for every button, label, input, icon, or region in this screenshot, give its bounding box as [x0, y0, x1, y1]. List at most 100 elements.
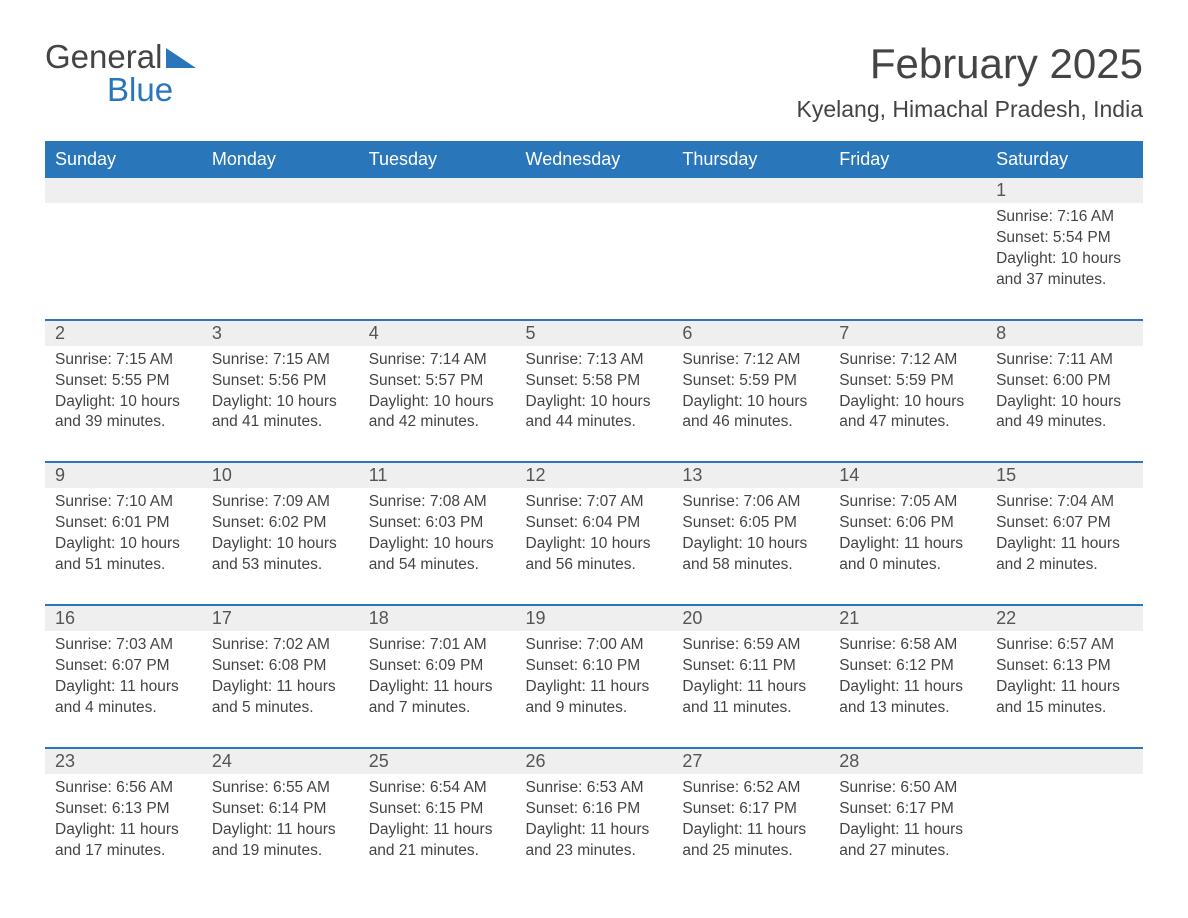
- sunset-text: Sunset: 6:01 PM: [55, 513, 192, 534]
- day-number-cell: [45, 177, 202, 203]
- daylight-text: Daylight: 11 hours and 23 minutes.: [526, 820, 663, 862]
- day-number-cell: 17: [202, 605, 359, 631]
- day-details-cell: Sunrise: 6:57 AMSunset: 6:13 PMDaylight:…: [986, 631, 1143, 748]
- day-number-cell: 27: [672, 748, 829, 774]
- page-title: February 2025: [797, 40, 1143, 88]
- sunset-text: Sunset: 6:03 PM: [369, 513, 506, 534]
- day-details-cell: Sunrise: 7:04 AMSunset: 6:07 PMDaylight:…: [986, 488, 1143, 605]
- sunset-text: Sunset: 5:59 PM: [682, 371, 819, 392]
- sunrise-text: Sunrise: 7:11 AM: [996, 350, 1133, 371]
- day-number-cell: [359, 177, 516, 203]
- day-number-cell: 26: [516, 748, 673, 774]
- day-details-cell: Sunrise: 7:11 AMSunset: 6:00 PMDaylight:…: [986, 346, 1143, 463]
- daylight-text: Daylight: 11 hours and 19 minutes.: [212, 820, 349, 862]
- day-number-cell: 4: [359, 320, 516, 346]
- sunrise-text: Sunrise: 7:12 AM: [682, 350, 819, 371]
- daylight-text: Daylight: 10 hours and 49 minutes.: [996, 392, 1133, 434]
- day-number-cell: [202, 177, 359, 203]
- details-row: Sunrise: 7:10 AMSunset: 6:01 PMDaylight:…: [45, 488, 1143, 605]
- sunset-text: Sunset: 5:58 PM: [526, 371, 663, 392]
- day-number-cell: 15: [986, 462, 1143, 488]
- sunset-text: Sunset: 6:04 PM: [526, 513, 663, 534]
- day-number-cell: 20: [672, 605, 829, 631]
- sunset-text: Sunset: 5:56 PM: [212, 371, 349, 392]
- sunset-text: Sunset: 6:12 PM: [839, 656, 976, 677]
- weekday-header: Friday: [829, 142, 986, 177]
- day-number-cell: 23: [45, 748, 202, 774]
- sunrise-text: Sunrise: 7:09 AM: [212, 492, 349, 513]
- day-details-cell: Sunrise: 6:59 AMSunset: 6:11 PMDaylight:…: [672, 631, 829, 748]
- daylight-text: Daylight: 11 hours and 17 minutes.: [55, 820, 192, 862]
- calendar-table: Sunday Monday Tuesday Wednesday Thursday…: [45, 141, 1143, 889]
- day-number-cell: 5: [516, 320, 673, 346]
- sunrise-text: Sunrise: 7:16 AM: [996, 207, 1133, 228]
- weekday-header: Thursday: [672, 142, 829, 177]
- day-details-cell: Sunrise: 7:00 AMSunset: 6:10 PMDaylight:…: [516, 631, 673, 748]
- day-details-cell: Sunrise: 7:03 AMSunset: 6:07 PMDaylight:…: [45, 631, 202, 748]
- day-number-cell: 3: [202, 320, 359, 346]
- daylight-text: Daylight: 10 hours and 51 minutes.: [55, 534, 192, 576]
- weekday-header: Monday: [202, 142, 359, 177]
- daylight-text: Daylight: 10 hours and 39 minutes.: [55, 392, 192, 434]
- sunset-text: Sunset: 6:08 PM: [212, 656, 349, 677]
- daylight-text: Daylight: 11 hours and 0 minutes.: [839, 534, 976, 576]
- daylight-text: Daylight: 10 hours and 46 minutes.: [682, 392, 819, 434]
- daylight-text: Daylight: 11 hours and 7 minutes.: [369, 677, 506, 719]
- weekday-header-row: Sunday Monday Tuesday Wednesday Thursday…: [45, 142, 1143, 177]
- sunset-text: Sunset: 6:17 PM: [682, 799, 819, 820]
- day-details-cell: Sunrise: 7:05 AMSunset: 6:06 PMDaylight:…: [829, 488, 986, 605]
- day-number-cell: 25: [359, 748, 516, 774]
- day-details-cell: [672, 203, 829, 320]
- sunrise-text: Sunrise: 7:07 AM: [526, 492, 663, 513]
- daylight-text: Daylight: 11 hours and 21 minutes.: [369, 820, 506, 862]
- sunrise-text: Sunrise: 6:50 AM: [839, 778, 976, 799]
- daylight-text: Daylight: 11 hours and 15 minutes.: [996, 677, 1133, 719]
- weekday-header: Tuesday: [359, 142, 516, 177]
- day-details-cell: Sunrise: 7:10 AMSunset: 6:01 PMDaylight:…: [45, 488, 202, 605]
- day-number-cell: 22: [986, 605, 1143, 631]
- daynum-row: 16171819202122: [45, 605, 1143, 631]
- sunrise-text: Sunrise: 7:15 AM: [212, 350, 349, 371]
- day-number-cell: 13: [672, 462, 829, 488]
- day-details-cell: Sunrise: 7:14 AMSunset: 5:57 PMDaylight:…: [359, 346, 516, 463]
- day-number-cell: [986, 748, 1143, 774]
- sunset-text: Sunset: 6:07 PM: [996, 513, 1133, 534]
- day-details-cell: Sunrise: 7:07 AMSunset: 6:04 PMDaylight:…: [516, 488, 673, 605]
- sunrise-text: Sunrise: 7:08 AM: [369, 492, 506, 513]
- day-number-cell: 19: [516, 605, 673, 631]
- day-details-cell: Sunrise: 7:12 AMSunset: 5:59 PMDaylight:…: [672, 346, 829, 463]
- day-details-cell: Sunrise: 6:50 AMSunset: 6:17 PMDaylight:…: [829, 774, 986, 890]
- sunrise-text: Sunrise: 6:56 AM: [55, 778, 192, 799]
- logo-triangle-icon: [166, 48, 196, 68]
- logo-text-1: General: [45, 38, 162, 75]
- day-details-cell: Sunrise: 6:58 AMSunset: 6:12 PMDaylight:…: [829, 631, 986, 748]
- sunrise-text: Sunrise: 6:57 AM: [996, 635, 1133, 656]
- sunset-text: Sunset: 5:57 PM: [369, 371, 506, 392]
- daylight-text: Daylight: 10 hours and 42 minutes.: [369, 392, 506, 434]
- daynum-row: 232425262728: [45, 748, 1143, 774]
- daylight-text: Daylight: 10 hours and 53 minutes.: [212, 534, 349, 576]
- daylight-text: Daylight: 10 hours and 54 minutes.: [369, 534, 506, 576]
- day-details-cell: Sunrise: 7:16 AMSunset: 5:54 PMDaylight:…: [986, 203, 1143, 320]
- sunrise-text: Sunrise: 6:54 AM: [369, 778, 506, 799]
- daylight-text: Daylight: 11 hours and 2 minutes.: [996, 534, 1133, 576]
- logo: General Blue: [45, 40, 196, 106]
- sunset-text: Sunset: 6:06 PM: [839, 513, 976, 534]
- daylight-text: Daylight: 11 hours and 9 minutes.: [526, 677, 663, 719]
- sunset-text: Sunset: 6:10 PM: [526, 656, 663, 677]
- weekday-header: Sunday: [45, 142, 202, 177]
- details-row: Sunrise: 7:03 AMSunset: 6:07 PMDaylight:…: [45, 631, 1143, 748]
- sunset-text: Sunset: 6:13 PM: [55, 799, 192, 820]
- day-details-cell: [45, 203, 202, 320]
- daynum-row: 2345678: [45, 320, 1143, 346]
- day-details-cell: Sunrise: 7:09 AMSunset: 6:02 PMDaylight:…: [202, 488, 359, 605]
- daylight-text: Daylight: 11 hours and 27 minutes.: [839, 820, 976, 862]
- sunrise-text: Sunrise: 7:06 AM: [682, 492, 819, 513]
- logo-text-2: Blue: [107, 71, 173, 108]
- sunset-text: Sunset: 6:11 PM: [682, 656, 819, 677]
- daylight-text: Daylight: 11 hours and 13 minutes.: [839, 677, 976, 719]
- day-details-cell: [829, 203, 986, 320]
- sunrise-text: Sunrise: 6:59 AM: [682, 635, 819, 656]
- sunrise-text: Sunrise: 7:00 AM: [526, 635, 663, 656]
- sunset-text: Sunset: 6:14 PM: [212, 799, 349, 820]
